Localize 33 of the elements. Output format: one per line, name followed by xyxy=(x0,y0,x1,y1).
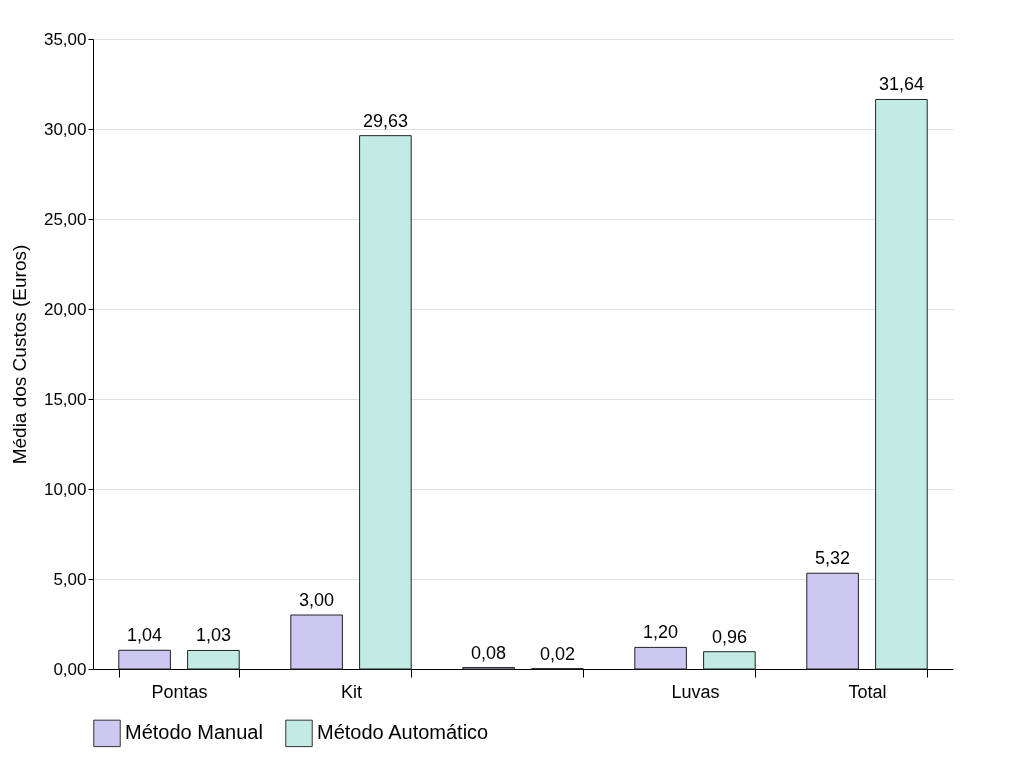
data-label: 5,32 xyxy=(815,548,851,569)
y-tick-label: 0,00 xyxy=(53,659,87,679)
legend-label: Método Manual xyxy=(125,721,263,744)
data-label: 3,00 xyxy=(299,590,335,610)
y-tick-label: 20,00 xyxy=(43,299,87,319)
y-axis-title: Média dos Custos (Euros) xyxy=(8,244,30,465)
y-tick-label: 30,00 xyxy=(43,119,87,139)
bar xyxy=(703,651,756,670)
bar xyxy=(118,649,171,670)
x-tick-label: Kit xyxy=(340,681,363,702)
bar xyxy=(806,572,859,670)
y-tick-label: 25,00 xyxy=(43,209,87,229)
data-label: 1,20 xyxy=(643,622,679,643)
bar xyxy=(187,649,240,670)
data-label: 0,02 xyxy=(539,643,575,664)
x-tick-label: Luvas xyxy=(671,681,720,702)
data-label: 1,04 xyxy=(127,625,163,646)
y-tick-label: 5,00 xyxy=(53,569,87,589)
data-label: 29,63 xyxy=(362,110,408,131)
y-tick-label: 10,00 xyxy=(43,479,87,499)
data-label: 1,03 xyxy=(195,625,231,646)
bar xyxy=(875,98,928,670)
bar xyxy=(634,646,687,670)
x-tick-label: Pontas xyxy=(151,681,208,702)
y-tick-label: 35,00 xyxy=(43,29,87,49)
legend-label: Método Automático xyxy=(317,721,489,744)
y-tick-label: 15,00 xyxy=(43,389,87,409)
bar xyxy=(290,614,343,670)
data-label: 0,96 xyxy=(711,626,747,647)
data-label: 0,08 xyxy=(471,642,507,663)
x-tick-label: Total xyxy=(848,681,887,702)
data-label: 31,64 xyxy=(878,74,924,95)
bar xyxy=(359,135,412,670)
